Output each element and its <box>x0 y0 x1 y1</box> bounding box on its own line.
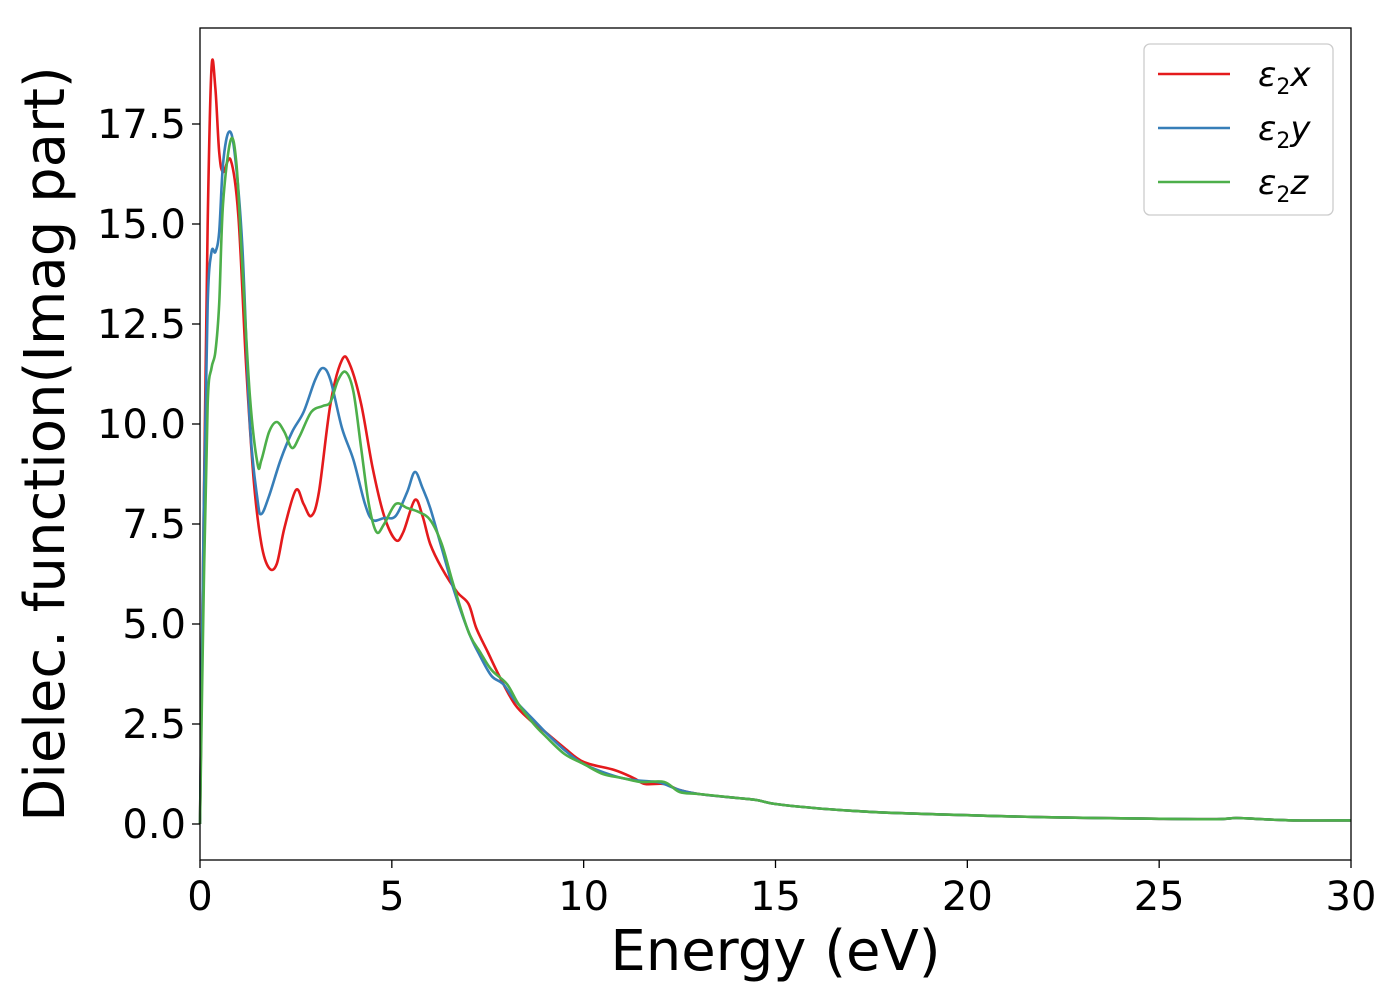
x-tick-label: 10 <box>558 874 609 920</box>
series-line-y <box>198 130 1352 825</box>
y-axis-title: Dielec. function(Imag part) <box>13 66 78 822</box>
x-tick-label: 20 <box>942 874 993 920</box>
y-tick-label: 7.5 <box>122 502 186 548</box>
x-tick-label: 30 <box>1326 874 1377 920</box>
x-tick-label: 15 <box>750 874 801 920</box>
y-tick-label: 0.0 <box>122 802 186 848</box>
y-tick-label: 15.0 <box>97 202 186 248</box>
y-axis-ticks: 0.0 2.5 5.0 7.5 10.0 12.5 15.0 17.5 <box>97 102 200 848</box>
x-tick-label: 0 <box>187 874 212 920</box>
x-tick-label: 5 <box>379 874 404 920</box>
legend-label-z: ε2z <box>1258 163 1309 208</box>
x-axis-title: Energy (eV) <box>610 919 940 984</box>
legend-label-x: ε2x <box>1258 55 1311 100</box>
series-layer <box>198 58 1352 825</box>
legend: ε2x ε2y ε2z <box>1143 43 1334 216</box>
y-tick-label: 17.5 <box>97 102 186 148</box>
x-axis-ticks: 0 5 10 15 20 25 30 <box>187 860 1376 920</box>
legend-label-y: ε2y <box>1258 109 1311 154</box>
series-line-z <box>198 136 1352 825</box>
y-tick-label: 10.0 <box>97 402 186 448</box>
y-tick-label: 2.5 <box>122 702 186 748</box>
legend-box <box>1143 43 1334 216</box>
y-tick-label: 5.0 <box>122 602 186 648</box>
x-tick-label: 25 <box>1134 874 1185 920</box>
y-tick-label: 12.5 <box>97 302 186 348</box>
